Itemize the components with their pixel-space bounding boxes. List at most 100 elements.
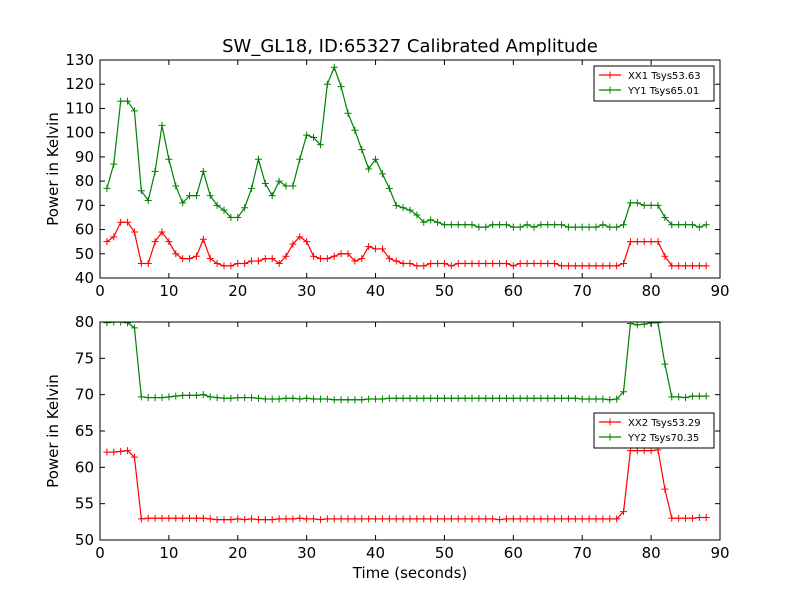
bottom-y-tick-label: 80	[75, 313, 94, 331]
bottom-series-1-point	[358, 515, 366, 523]
top-series-2-point	[461, 221, 469, 229]
top-series-2-point	[578, 223, 586, 231]
top-series-1-point	[351, 257, 359, 265]
bottom-series-1-point	[585, 515, 593, 523]
bottom-series-1-point	[688, 514, 696, 522]
top-series-2-point	[351, 126, 359, 134]
bottom-series-2-point	[654, 322, 662, 327]
top-x-tick-label: 0	[95, 282, 105, 300]
top-series-1-point	[544, 259, 552, 267]
top-series-1-point	[365, 243, 373, 251]
bottom-series-2-point	[199, 391, 207, 399]
top-series-1-point	[103, 238, 111, 246]
bottom-x-tick-label: 40	[366, 544, 385, 562]
top-series-2-point	[489, 221, 497, 229]
top-y-tick-label: 100	[65, 124, 94, 142]
bottom-series-1-point	[206, 515, 214, 523]
bottom-legend-marker-1	[606, 418, 614, 426]
top-series-1-point	[227, 262, 235, 270]
bottom-series-1-point	[137, 515, 145, 523]
bottom-plot-area	[103, 322, 710, 524]
bottom-series-1-point	[530, 515, 538, 523]
bottom-series-1-point	[413, 515, 421, 523]
top-series-2-point	[241, 204, 249, 212]
bottom-series-1-point	[316, 516, 324, 524]
top-series-1-point	[461, 259, 469, 267]
bottom-series-1-point	[172, 514, 180, 522]
top-series-1-point	[647, 238, 655, 246]
top-series-2-point	[620, 221, 628, 229]
top-series-1-point	[179, 255, 187, 263]
top-series-1-point	[406, 259, 414, 267]
top-series-2-point	[530, 223, 538, 231]
top-series-2-point	[282, 182, 290, 190]
bottom-series-1-point	[330, 515, 338, 523]
top-series-1-point	[234, 259, 242, 267]
top-series-1-point	[330, 252, 338, 260]
top-series-2-point	[523, 221, 531, 229]
bottom-series-1-point	[496, 516, 504, 524]
bottom-series-2-point	[620, 388, 628, 396]
top-series-1-point	[261, 255, 269, 263]
top-series-1-point	[661, 252, 669, 260]
top-series-1-point	[372, 245, 380, 253]
top-x-tick-label: 90	[710, 282, 729, 300]
bottom-series-1-point	[323, 515, 331, 523]
top-series-2-point	[454, 221, 462, 229]
top-series-1-point	[282, 252, 290, 260]
top-series-2-point	[323, 80, 331, 88]
top-series-1-point	[186, 255, 194, 263]
top-series-1-point	[558, 262, 566, 270]
top-series-1-point	[434, 259, 442, 267]
top-y-tick-label: 130	[65, 51, 94, 69]
bottom-series-1-point	[571, 515, 579, 523]
bottom-series-2-point	[137, 393, 145, 401]
top-series-1-point	[241, 259, 249, 267]
bottom-y-tick-label: 70	[75, 386, 94, 404]
top-series-1-point	[633, 238, 641, 246]
top-series-1-point	[420, 262, 428, 270]
bottom-x-tick-label: 10	[159, 544, 178, 562]
top-series-2-point	[365, 165, 373, 173]
bottom-series-1-point	[551, 515, 559, 523]
bottom-y-tick-label: 75	[75, 349, 94, 367]
bottom-series-2-point	[695, 392, 703, 400]
bottom-series-2-point	[447, 394, 455, 402]
bottom-series-2-point	[702, 392, 710, 400]
bottom-x-tick-label: 50	[435, 544, 454, 562]
top-series-2-point	[571, 223, 579, 231]
bottom-series-2-point	[206, 393, 214, 401]
top-series-2-point	[475, 223, 483, 231]
bottom-y-tick-label: 65	[75, 422, 94, 440]
bottom-y-tick-label: 50	[75, 531, 94, 549]
bottom-series-1-point	[124, 447, 132, 455]
top-legend-label-1: XX1 Tsys53.63	[628, 71, 701, 82]
top-x-tick-label: 20	[228, 282, 247, 300]
bottom-series-2-point	[530, 394, 538, 402]
bottom-series-1-point	[289, 515, 297, 523]
top-y-axis-label: Power in Kelvin	[44, 112, 62, 226]
top-series-2-point	[413, 211, 421, 219]
top-series-2-point	[385, 184, 393, 192]
top-series-2-point	[303, 131, 311, 139]
top-series-1-point	[530, 259, 538, 267]
top-series-1-point	[413, 262, 421, 270]
bottom-series-1-point	[372, 515, 380, 523]
bottom-series-2-point	[179, 391, 187, 399]
top-series-2-point	[592, 223, 600, 231]
bottom-series-1-point	[606, 515, 614, 523]
top-series-2-point	[144, 196, 152, 204]
top-y-tick-label: 50	[75, 245, 94, 263]
bottom-series-2-point	[682, 394, 690, 402]
bottom-series-1-point	[489, 515, 497, 523]
bottom-y-tick-label: 55	[75, 495, 94, 513]
top-series-1-point	[551, 259, 559, 267]
top-series-line-2	[106, 65, 707, 228]
bottom-series-1-point	[440, 515, 448, 523]
bottom-series-1-point	[454, 515, 462, 523]
bottom-series-1-point	[427, 515, 435, 523]
top-y-tick-label: 90	[75, 148, 94, 166]
bottom-series-1-point	[365, 515, 373, 523]
top-series-1-point	[571, 262, 579, 270]
bottom-series-2-point	[186, 391, 194, 399]
